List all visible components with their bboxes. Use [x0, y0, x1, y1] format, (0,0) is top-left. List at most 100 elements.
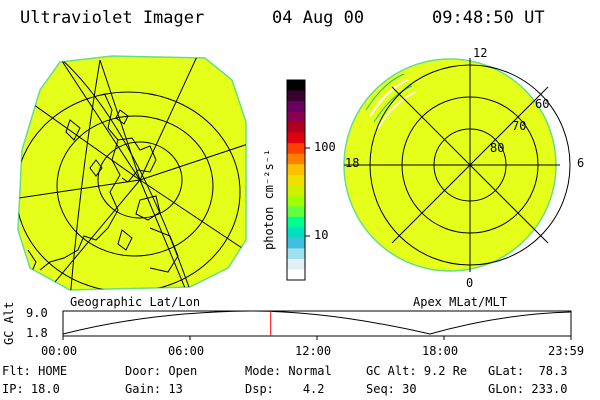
colorbar-cell: [287, 237, 305, 249]
glow-arc: [369, 79, 409, 117]
meridian: [139, 179, 191, 290]
instrument-title: Ultraviolet Imager: [20, 8, 205, 28]
colorbar-cell: [287, 206, 305, 218]
mlt-label-18: 18: [345, 156, 360, 170]
colorbar-label-10: 10: [314, 228, 329, 242]
info-gain-value: 13: [168, 382, 183, 396]
info-glon: GLon: 233.0: [488, 382, 567, 396]
colorbar-cell: [287, 269, 305, 281]
colorbar-cell: [287, 195, 305, 207]
colorbar-cells: [287, 80, 305, 281]
info-glat-value: 78.3: [538, 364, 568, 378]
colorbar-frame: [286, 79, 306, 281]
info-mode-value: Normal: [288, 364, 332, 378]
glow-arc: [373, 85, 413, 123]
info-door-label: Door:: [125, 364, 162, 378]
mlt-label-6: 6: [577, 156, 585, 170]
coastline-island: [117, 229, 133, 251]
mlat-label-80: 80: [490, 141, 505, 155]
info-gain: Gain: 13: [125, 382, 183, 396]
right-map: [343, 58, 571, 272]
info-flt-value: HOME: [38, 364, 68, 378]
lat-circle: [97, 141, 183, 219]
left-map-caption: Geographic Lat/Lon: [70, 295, 201, 309]
altitude-curve: [62, 310, 572, 335]
colorbar-cell: [287, 111, 305, 123]
colorbar-cell: [287, 248, 305, 260]
colorbar-cell: [287, 143, 305, 155]
mlat-label-60: 60: [535, 97, 550, 111]
colorbar-cell: [287, 174, 305, 186]
mlt-label-0: 0: [466, 276, 474, 290]
glow-arc: [365, 73, 405, 111]
altitude-xtick-1200: 12:00: [295, 344, 332, 358]
colorbar-label-100: 100: [314, 140, 336, 154]
info-gain-label: Gain:: [125, 382, 162, 396]
coastline: [39, 94, 121, 271]
info-ip-label: IP:: [2, 382, 24, 396]
meridian: [139, 56, 201, 181]
info-glon-value: 233.0: [531, 382, 568, 396]
left-map: [17, 55, 247, 291]
altitude-plot: [62, 310, 572, 340]
mlat-label-70: 70: [512, 119, 527, 133]
colorbar-cell: [287, 132, 305, 144]
altitude-xtick-1800: 18:00: [422, 344, 459, 358]
info-dsp: Dsp: 4.2: [245, 382, 325, 396]
meridian: [39, 179, 141, 290]
colorbar-cell: [287, 164, 305, 176]
mlt-label-12: 12: [473, 46, 488, 60]
info-ip-value: 18.0: [30, 382, 60, 396]
info-ip: IP: 18.0: [2, 382, 60, 396]
info-seq: Seq: 30: [366, 382, 417, 396]
meridian: [99, 59, 141, 181]
info-seq-label: Seq:: [366, 382, 395, 396]
coastline: [149, 227, 179, 273]
info-flt: Flt: HOME: [2, 364, 67, 378]
info-gcalt-label: GC Alt:: [366, 364, 417, 378]
time-label: 09:48:50 UT: [432, 8, 545, 28]
colorbar-unit-label: photon cm⁻²s⁻¹: [262, 148, 276, 250]
colorbar-cell: [287, 216, 305, 228]
left-map-fill: [17, 55, 247, 291]
mlt-line-diag: [391, 86, 549, 244]
altitude-xtick-2359: 23:59: [548, 344, 585, 358]
info-seq-value: 30: [402, 382, 417, 396]
glow-arc: [377, 91, 417, 129]
meridian: [19, 94, 141, 181]
colorbar-cell: [287, 122, 305, 134]
colorbar-cell: [287, 153, 305, 165]
date-label: 04 Aug 00: [272, 8, 365, 28]
info-dsp-label: Dsp:: [245, 382, 274, 396]
info-door: Door: Open: [125, 364, 197, 378]
colorbar: [286, 79, 310, 281]
info-glon-label: GLon:: [488, 382, 525, 396]
meridian: [59, 57, 141, 181]
right-map-caption: Apex MLat/MLT: [413, 295, 507, 309]
colorbar-cell: [287, 101, 305, 113]
lat-circle: [56, 115, 214, 257]
altitude-ytick-high: 9.0: [26, 306, 48, 320]
colorbar-cell: [287, 90, 305, 102]
coastline-island: [115, 109, 129, 125]
altitude-xtick-0000: 00:00: [41, 344, 78, 358]
coastline-island: [89, 159, 103, 177]
colorbar-cell: [287, 80, 305, 92]
coastline-island: [65, 119, 81, 141]
info-glat-label: GLat:: [488, 364, 525, 378]
info-mode-label: Mode:: [245, 364, 282, 378]
info-gcalt: GC Alt: 9.2 Re: [366, 364, 467, 378]
coastline-island: [135, 195, 161, 221]
meridian: [18, 179, 141, 201]
info-mode: Mode: Normal: [245, 364, 332, 378]
altitude-ytick-low: 1.8: [26, 326, 48, 340]
altitude-xtick-0600: 06:00: [168, 344, 205, 358]
info-glat: GLat: 78.3: [488, 364, 567, 378]
colorbar-cell: [287, 227, 305, 239]
info-gcalt-value: 9.2 Re: [423, 364, 468, 378]
meridian: [139, 139, 246, 181]
coastline: [117, 137, 157, 183]
colorbar-cell: [287, 185, 305, 197]
info-dsp-value: 4.2: [302, 382, 325, 396]
